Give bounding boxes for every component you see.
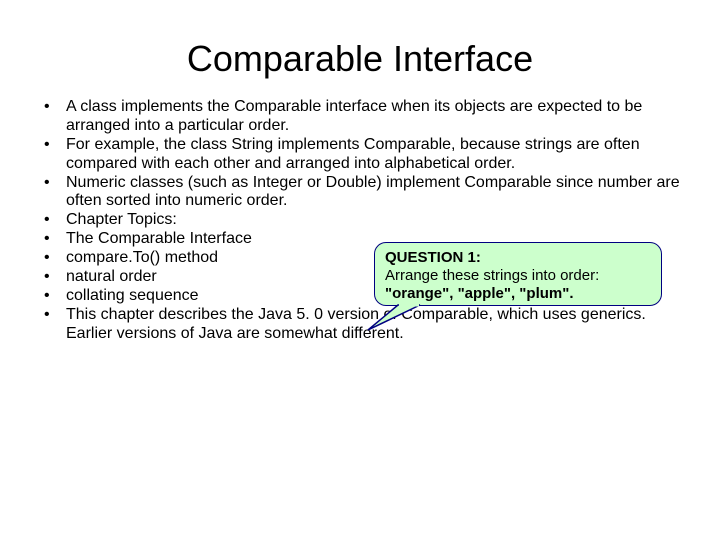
- list-item: This chapter describes the Java 5. 0 ver…: [36, 306, 684, 344]
- list-item: Chapter Topics:: [36, 211, 684, 230]
- bullet-text: The Comparable Interface: [66, 230, 252, 247]
- bullet-text: collating sequence: [66, 287, 199, 304]
- list-item: For example, the class String implements…: [36, 136, 684, 174]
- callout-line-bold: "orange", "apple", "plum".: [385, 285, 651, 303]
- bullet-text: For example, the class String implements…: [66, 136, 640, 172]
- bullet-text: Numeric classes (such as Integer or Doub…: [66, 174, 680, 210]
- bullet-text: natural order: [66, 268, 157, 285]
- slide: Comparable Interface A class implements …: [0, 0, 720, 540]
- slide-title: Comparable Interface: [0, 0, 720, 98]
- list-item: Numeric classes (such as Integer or Doub…: [36, 174, 684, 212]
- slide-body: A class implements the Comparable interf…: [0, 98, 720, 343]
- question-callout: QUESTION 1: Arrange these strings into o…: [374, 242, 662, 306]
- bullet-text: A class implements the Comparable interf…: [66, 98, 642, 134]
- callout-line: Arrange these strings into order:: [385, 267, 651, 285]
- bullet-text: Chapter Topics:: [66, 211, 177, 228]
- list-item: A class implements the Comparable interf…: [36, 98, 684, 136]
- bullet-text: compare.To() method: [66, 249, 218, 266]
- callout-title: QUESTION 1:: [385, 249, 651, 267]
- bullet-text: This chapter describes the Java 5. 0 ver…: [66, 306, 646, 342]
- bullet-list: A class implements the Comparable interf…: [36, 98, 684, 343]
